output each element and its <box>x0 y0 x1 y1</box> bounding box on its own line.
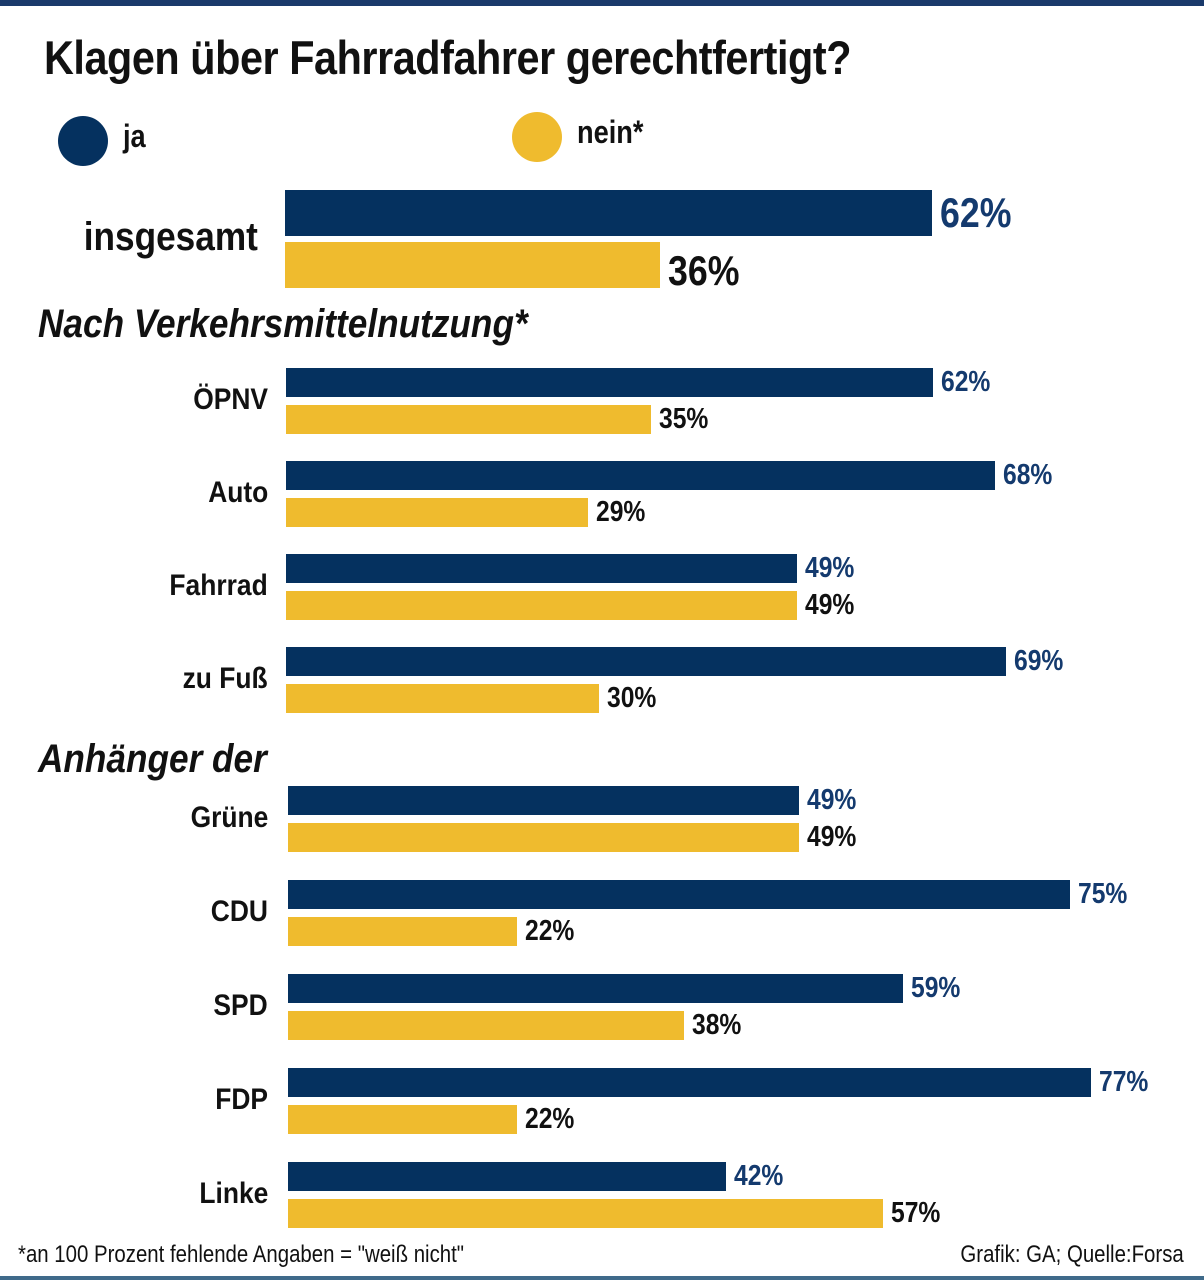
bar-ja <box>286 647 1006 676</box>
bar-nein <box>288 1105 518 1134</box>
top-rule <box>0 0 1204 6</box>
value-label-nein: 36% <box>668 246 740 294</box>
bar-ja <box>285 190 932 236</box>
section-title-verkehrsmittel: Nach Verkehrsmittelnutzung* <box>38 302 528 346</box>
bar-nein <box>288 823 800 852</box>
value-label-ja: 62% <box>940 365 990 398</box>
value-label-nein: 38% <box>692 1008 742 1041</box>
bar-ja <box>288 1068 1092 1097</box>
bar-nein <box>288 917 518 946</box>
bar-nein <box>288 1011 685 1040</box>
bar-ja <box>288 786 800 815</box>
category-label: Linke <box>199 1177 268 1210</box>
legend-swatch-nein <box>512 112 562 162</box>
bar-nein <box>288 1199 883 1228</box>
footnote: *an 100 Prozent fehlende Angaben = "weiß… <box>18 1241 465 1268</box>
value-label-ja: 62% <box>939 188 1012 236</box>
value-label-ja: 49% <box>805 551 855 584</box>
category-label: FDP <box>215 1083 268 1116</box>
value-label-ja: 75% <box>1078 877 1128 910</box>
bar-nein <box>285 242 661 288</box>
value-label-ja: 59% <box>911 971 961 1004</box>
value-label-ja: 77% <box>1099 1065 1149 1098</box>
category-label: SPD <box>213 989 268 1022</box>
value-label-ja: 69% <box>1013 644 1063 677</box>
value-label-nein: 22% <box>525 914 575 947</box>
chart-title: Klagen über Fahrradfahrer gerechtfertigt… <box>44 31 852 84</box>
bar-ja <box>286 461 996 490</box>
legend-label-nein: nein* <box>577 114 644 150</box>
category-label: Auto <box>207 476 268 509</box>
category-label: CDU <box>210 895 268 928</box>
category-label: insgesamt <box>83 215 258 259</box>
bar-ja <box>286 368 933 397</box>
bar-nein <box>286 405 652 434</box>
bar-ja <box>288 880 1071 909</box>
value-label-ja: 49% <box>807 783 857 816</box>
value-label-nein: 22% <box>525 1102 575 1135</box>
section-title-parteien: Anhänger der <box>38 737 267 781</box>
category-label: Fahrrad <box>169 569 268 602</box>
value-label-ja: 68% <box>1003 458 1053 491</box>
bar-ja <box>288 1162 727 1191</box>
value-label-nein: 35% <box>659 402 709 435</box>
source-credit: Grafik: GA; Quelle:Forsa <box>960 1241 1184 1268</box>
category-label: ÖPNV <box>193 383 268 416</box>
legend-label-ja: ja <box>123 118 146 154</box>
bar-ja <box>288 974 904 1003</box>
value-label-nein: 29% <box>596 495 646 528</box>
bar-ja <box>286 554 798 583</box>
category-label: Grüne <box>190 801 268 834</box>
bar-nein <box>286 591 798 620</box>
bar-nein <box>286 684 599 713</box>
value-label-nein: 49% <box>807 820 857 853</box>
bar-nein <box>286 498 589 527</box>
category-label: zu Fuß <box>182 662 268 695</box>
value-label-ja: 42% <box>734 1159 784 1192</box>
bottom-rule <box>0 1276 1204 1280</box>
value-label-nein: 30% <box>606 681 657 714</box>
value-label-nein: 57% <box>890 1196 940 1229</box>
legend-swatch-ja <box>58 116 108 166</box>
value-label-nein: 49% <box>805 588 855 621</box>
